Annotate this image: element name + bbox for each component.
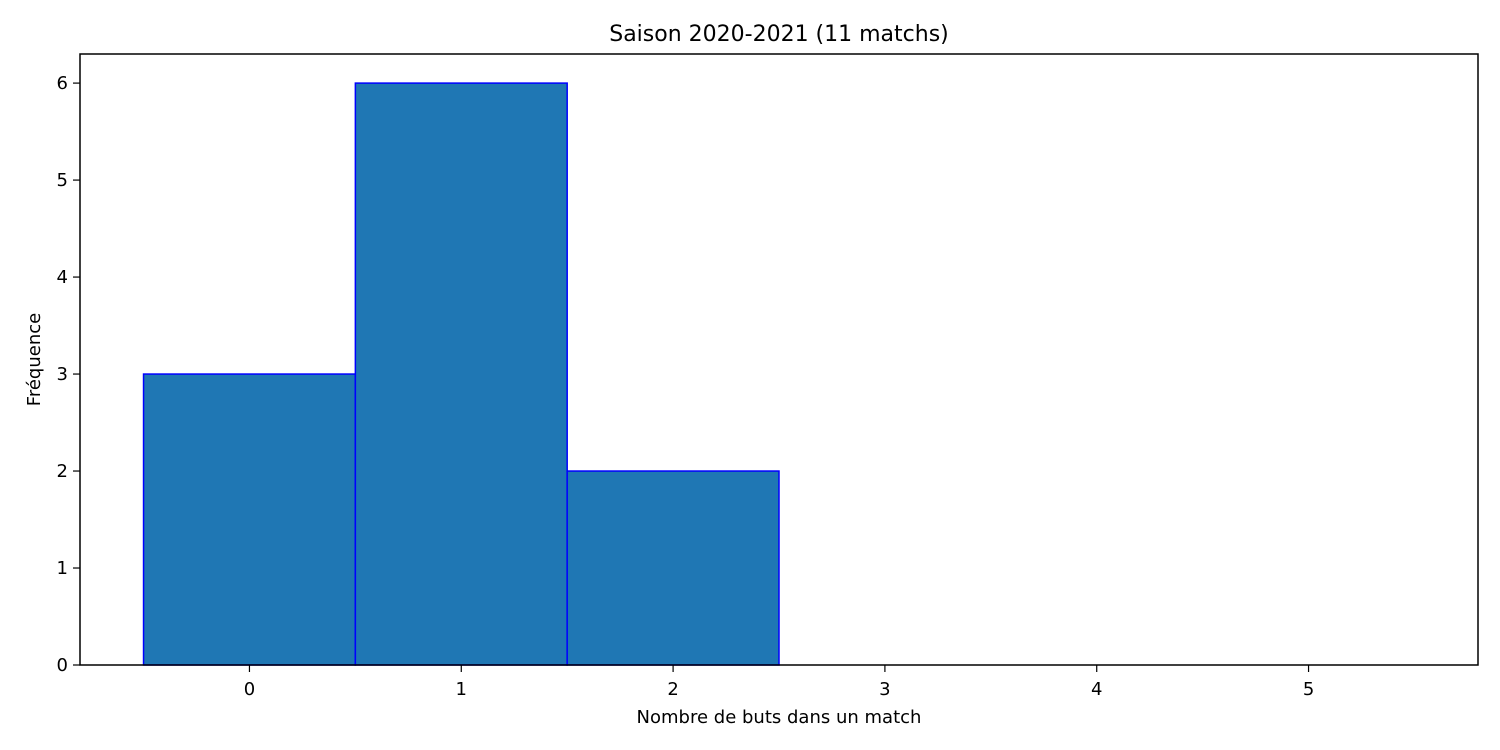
chart-title: Saison 2020-2021 (11 matchs)	[609, 22, 949, 47]
y-axis: 0 1 2 3 4 5 6	[57, 73, 80, 676]
y-tick-label-0: 0	[57, 655, 68, 676]
x-tick-label-4: 4	[1091, 679, 1102, 700]
x-tick-label-5: 5	[1303, 679, 1314, 700]
bars-group	[142, 82, 780, 666]
y-tick-label-3: 3	[57, 364, 68, 385]
y-axis-title: Fréquence	[24, 313, 45, 406]
y-tick-label-6: 6	[57, 73, 68, 94]
histogram-bar-1	[354, 82, 568, 666]
histogram-bar-0	[142, 373, 357, 666]
y-tick-label-2: 2	[57, 461, 68, 482]
x-tick-label-0: 0	[244, 679, 255, 700]
x-tick-label-2: 2	[667, 679, 678, 700]
x-tick-label-3: 3	[879, 679, 890, 700]
x-axis-title: Nombre de buts dans un match	[637, 707, 922, 728]
y-tick-label-5: 5	[57, 170, 68, 191]
x-axis: 0 1 2 3 4 5	[244, 665, 1314, 700]
y-tick-label-1: 1	[57, 558, 68, 579]
histogram-bar-2	[566, 470, 780, 666]
x-tick-label-1: 1	[456, 679, 467, 700]
y-tick-label-4: 4	[57, 267, 68, 288]
plot-frame	[79, 53, 1479, 666]
